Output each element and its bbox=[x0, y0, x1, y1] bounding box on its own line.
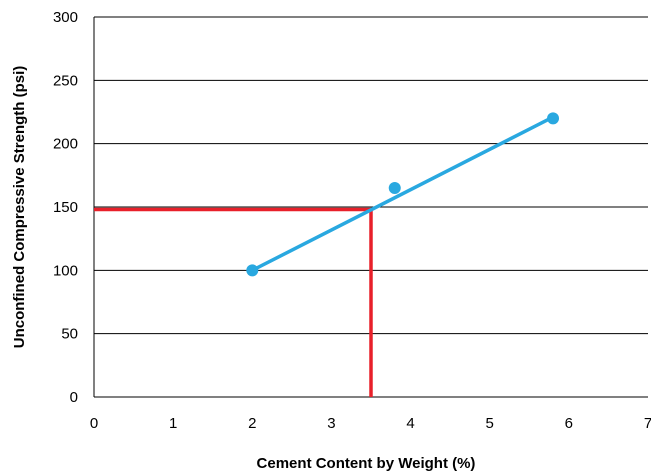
y-tick-label-150: 150 bbox=[53, 199, 78, 216]
grid-lines bbox=[94, 16, 648, 335]
x-tick-label-6: 6 bbox=[565, 415, 573, 432]
x-axis-title: Cement Content by Weight (%) bbox=[257, 455, 476, 472]
y-axis-title: Unconfined Compressive Strength (psi) bbox=[11, 66, 28, 349]
reference-lines bbox=[94, 207, 373, 397]
data-point-2 bbox=[388, 182, 401, 194]
x-tick-labels: 0 1 2 3 4 5 6 7 bbox=[90, 415, 651, 432]
data-point-3 bbox=[547, 112, 560, 125]
data-point-1 bbox=[246, 264, 259, 277]
y-tick-label-50: 50 bbox=[61, 326, 78, 343]
y-tick-label-0: 0 bbox=[70, 389, 78, 406]
y-tick-labels: 0 50 100 150 200 250 300 bbox=[53, 9, 78, 406]
y-tick-label-250: 250 bbox=[53, 72, 78, 89]
x-tick-label-3: 3 bbox=[327, 415, 335, 432]
x-tick-label-2: 2 bbox=[248, 415, 256, 432]
x-tick-label-4: 4 bbox=[406, 415, 414, 432]
trend-line bbox=[250, 115, 555, 273]
x-tick-label-1: 1 bbox=[169, 415, 177, 432]
y-tick-label-200: 200 bbox=[53, 136, 78, 153]
x-tick-label-7: 7 bbox=[644, 415, 651, 432]
data-series bbox=[246, 112, 560, 277]
y-tick-label-100: 100 bbox=[53, 262, 78, 279]
y-tick-label-300: 300 bbox=[53, 9, 78, 26]
x-tick-label-0: 0 bbox=[90, 415, 98, 432]
x-tick-label-5: 5 bbox=[486, 415, 494, 432]
